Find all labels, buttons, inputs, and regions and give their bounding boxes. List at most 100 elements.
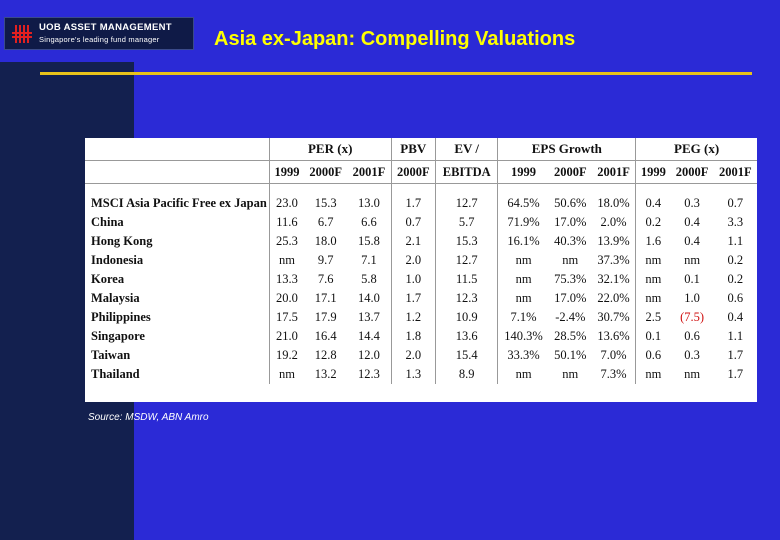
sub-header: 2000F [548,160,592,184]
value-cell: 0.4 [635,194,671,213]
value-cell: 0.6 [684,329,700,343]
spacer-cell [85,184,269,195]
value-cell: 7.3% [600,367,627,381]
value-cell: 7.6 [317,272,334,286]
value-cell: 50.1% [554,348,587,362]
sub-header: 2001F [713,160,757,184]
value-cell: 28.5% [554,329,587,343]
market-name: Indonesia [91,253,144,267]
value-cell: nm [684,367,701,381]
sub-header: 1999 [635,160,671,184]
value-cell: 17.0% [554,215,587,229]
value-cell: 64.5% [497,194,549,213]
spacer-cell [497,183,549,194]
value-cell: 0.2 [727,253,744,267]
value-cell: 3.3 [727,215,744,229]
sub-header-row: 1999 2000F 2001F 2000F EBITDA 1999 2000F… [85,160,757,184]
table-row: Korea 13.3 7.6 5.8 1.0 11.5 nm 75.3% 32.1% nm 0.1 0… [85,270,757,289]
value-cell: 12.3 [358,367,380,381]
value-cell: 0.4 [684,234,700,248]
value-cell: 23.0 [268,194,305,213]
value-cell: -2.4% [555,310,586,324]
spacer-cell [549,184,592,195]
market-name: Korea [91,272,125,286]
value-cell: 0.3 [684,348,700,362]
value-cell: 33.3% [497,346,549,365]
value-cell: 18.0 [314,234,337,248]
value-cell: 15.4 [434,346,498,365]
sub-header: EBITDA [434,160,498,184]
value-cell: 21.0 [268,327,305,346]
value-cell: 1.8 [390,327,436,346]
company-logo: UOB ASSET MANAGEMENT Singapore's leading… [4,17,194,50]
value-cell: 0.7 [727,196,744,210]
value-cell: 13.3 [268,270,305,289]
value-cell: 22.0% [597,291,630,305]
value-cell: 0.6 [727,291,744,305]
value-cell: 12.3 [434,289,498,308]
spacer-cell [434,183,498,194]
value-cell: 13.0 [358,196,380,210]
value-cell: 2.0 [390,251,436,270]
market-name: Malaysia [91,291,140,305]
value-cell: 1.3 [390,365,436,384]
value-cell: 50.6% [554,196,587,210]
logo-title: UOB ASSET MANAGEMENT [39,22,172,33]
value-cell: nm [635,289,671,308]
value-cell: 12.0 [358,348,380,362]
value-cell: 16.4 [314,329,337,343]
table-row: Malaysia 20.0 17.1 14.0 1.7 12.3 nm 17.0% 22.0% n… [85,289,757,308]
spacer-cell [390,183,436,194]
value-cell: 14.0 [358,291,380,305]
value-cell: 19.2 [268,346,305,365]
spacer-cell [304,184,347,195]
value-cell: 1.7 [390,289,436,308]
spacer-cell [592,184,636,195]
table-row: Philippines 17.5 17.9 13.7 1.2 10.9 7.1% -2.4% 3… [85,308,757,327]
value-cell: 32.1% [597,272,630,286]
value-cell: 17.9 [314,310,337,324]
group-header-eps-growth: EPS Growth [497,138,636,161]
value-cell: 30.7% [597,310,630,324]
value-cell: 7.1% [497,308,549,327]
value-cell: 1.6 [635,232,671,251]
table-row: MSCI Asia Pacific Free ex Japan 23.0 15.3 1… [85,194,757,213]
group-header-pbv: PBV [390,138,436,161]
value-cell: 0.1 [635,327,671,346]
spacer-row [85,183,757,195]
value-cell: 9.7 [317,253,334,267]
spacer-cell [670,184,713,195]
value-cell: 5.8 [361,272,377,286]
value-cell: 12.7 [434,194,498,213]
value-cell: 1.1 [727,234,744,248]
table-row: China 11.6 6.7 6.6 0.7 5.7 71.9% 17.0% 2.0% 0.2 0.… [85,213,757,232]
value-cell: 2.0% [600,215,627,229]
spacer-cell [714,184,757,195]
value-cell: 7.1 [361,253,377,267]
value-cell: nm [268,365,305,384]
value-cell: 13.2 [314,367,337,381]
table-row: Thailand nm 13.2 12.3 1.3 8.9 nm nm 7.3% nm nm 1.7 [85,365,757,384]
value-cell: 13.6 [434,327,498,346]
value-cell: 1.0 [390,270,436,289]
source-note: Source: MSDW, ABN Amro [88,412,209,423]
value-cell: 0.4 [684,215,700,229]
value-cell: nm [497,251,549,270]
value-cell: 11.5 [434,270,498,289]
value-cell: nm [684,253,701,267]
value-cell: 75.3% [554,272,587,286]
table-row: Hong Kong 25.3 18.0 15.8 2.1 15.3 16.1% 40.3% 13… [85,232,757,251]
value-cell: 5.7 [434,213,498,232]
sub-header: 2001F [591,160,636,184]
value-cell: 15.3 [314,196,337,210]
value-cell: 140.3% [497,327,549,346]
table-row: Taiwan 19.2 12.8 12.0 2.0 15.4 33.3% 50.1% 7.0% 0… [85,346,757,365]
spacer-cell [347,184,391,195]
valuation-table: PER (x) PBV EV / EPS Growth PEG (x) 1999… [85,138,757,384]
value-cell: 40.3% [554,234,587,248]
value-cell: nm [562,367,579,381]
value-cell: 2.0 [390,346,436,365]
value-cell: nm [268,251,305,270]
value-cell: 10.9 [434,308,498,327]
market-name: Philippines [91,310,151,324]
